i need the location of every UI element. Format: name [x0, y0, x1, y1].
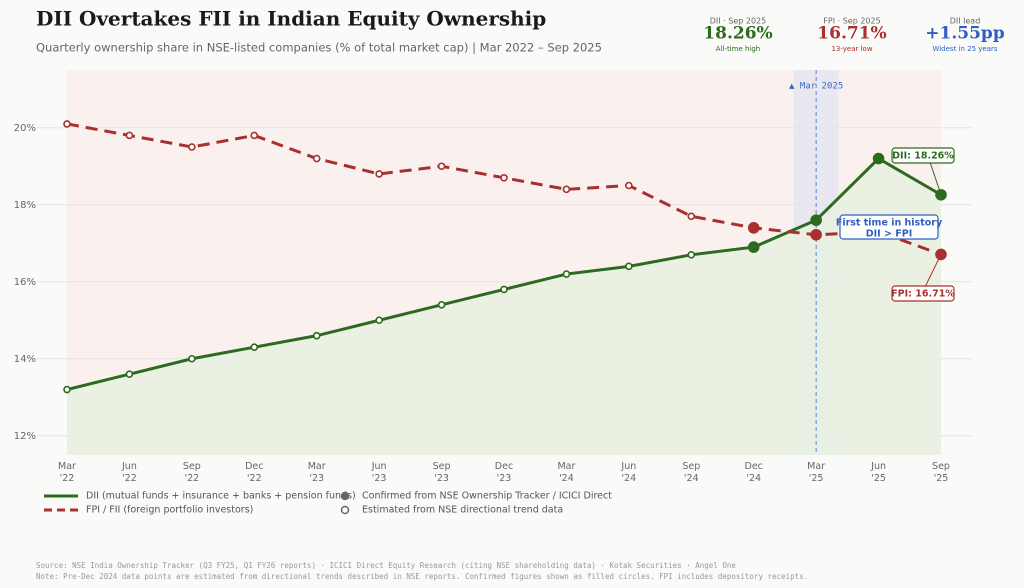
marker — [63, 385, 71, 394]
dii-label: DII: 18.26% — [892, 151, 954, 162]
x-tick-label: Sep '24 — [682, 461, 700, 484]
kpi-label: FPI · Sep 2025 — [823, 17, 880, 26]
x-tick-label: Sep '23 — [433, 461, 451, 484]
x-tick-label: Dec '24 — [745, 461, 763, 484]
y-tick-label: 14% — [14, 354, 36, 365]
kpi-value: +1.55pp — [925, 24, 1005, 44]
legend-label: DII (mutual funds + insurance + banks + … — [86, 491, 356, 502]
marker — [872, 152, 885, 165]
marker — [810, 214, 822, 226]
marker — [250, 131, 259, 140]
marker — [810, 228, 822, 241]
legend-label: Estimated from NSE directional trend dat… — [362, 505, 563, 516]
leader — [929, 161, 942, 195]
marker — [562, 270, 571, 278]
marker — [125, 370, 134, 378]
y-tick-label: 12% — [14, 431, 36, 442]
x-tick-label: Mar '22 — [58, 461, 76, 484]
marker — [562, 185, 571, 194]
x-tick-label: Jun '24 — [620, 461, 636, 484]
history-note: First time in history — [836, 218, 943, 229]
history-note-box — [839, 214, 939, 240]
marker — [500, 174, 508, 182]
marker — [625, 181, 633, 190]
marker — [437, 162, 446, 171]
x-tick-label: Jun '25 — [870, 461, 886, 484]
marker — [500, 285, 508, 294]
marker — [375, 316, 383, 325]
x-tick-label: Jun '22 — [121, 461, 137, 484]
fpi-label-box — [891, 285, 955, 302]
history-note: DII > FPI — [866, 229, 913, 240]
kpi-note: Widest in 25 years — [932, 45, 997, 53]
dii-label-box — [891, 147, 955, 164]
x-tick-label: Dec '22 — [245, 461, 263, 484]
leader — [924, 254, 942, 288]
y-tick-label: 20% — [14, 123, 36, 134]
y-tick-label: 18% — [14, 200, 36, 211]
chart-subtitle: Quarterly ownership share in NSE-listed … — [36, 41, 602, 55]
marker — [687, 251, 696, 259]
x-tick-label: Dec '23 — [495, 461, 513, 484]
marker — [188, 143, 196, 151]
marker — [375, 170, 383, 178]
marker — [935, 248, 947, 261]
area — [67, 158, 941, 456]
y-tick-label: 16% — [14, 277, 36, 288]
kpi-label: DII lead — [950, 17, 981, 26]
marker — [312, 331, 321, 340]
x-tick-label: Mar '23 — [308, 461, 326, 484]
fpi-label: FPI: 16.71% — [891, 289, 955, 300]
marker — [312, 154, 321, 163]
marker — [747, 222, 760, 234]
x-tick-label: Mar '24 — [557, 461, 575, 484]
note: Note: Pre-Dec 2024 data points are estim… — [36, 572, 808, 581]
legend-marker — [340, 505, 350, 515]
marker — [747, 241, 760, 253]
marker — [625, 262, 633, 271]
marker — [687, 212, 696, 221]
marker — [125, 131, 134, 140]
source: Source: NSE India Ownership Tracker (Q3 … — [36, 561, 736, 570]
marker — [437, 301, 446, 309]
x-tick-label: Jun '23 — [371, 461, 387, 484]
x-tick-label: Sep '22 — [183, 461, 201, 484]
kpi-label: DII · Sep 2025 — [710, 17, 767, 26]
legend-label: FPI / FII (foreign portfolio investors) — [86, 505, 253, 516]
marker — [250, 343, 259, 352]
kpi-value: 16.71% — [817, 24, 886, 44]
kpi-note: 13-year low — [831, 45, 872, 53]
kpi-value: 18.26% — [703, 24, 772, 44]
marker — [63, 120, 71, 128]
annotation: ▲ Mar 2025 — [789, 82, 843, 92]
chart-title: DII Overtakes FII in Indian Equity Owner… — [36, 7, 546, 31]
x-tick-label: Mar '25 — [807, 461, 825, 484]
x-tick-label: Sep '25 — [932, 461, 950, 484]
legend-marker — [340, 491, 350, 501]
marker — [188, 354, 196, 363]
legend-label: Confirmed from NSE Ownership Tracker / I… — [362, 491, 612, 502]
kpi-note: All-time high — [716, 45, 761, 53]
